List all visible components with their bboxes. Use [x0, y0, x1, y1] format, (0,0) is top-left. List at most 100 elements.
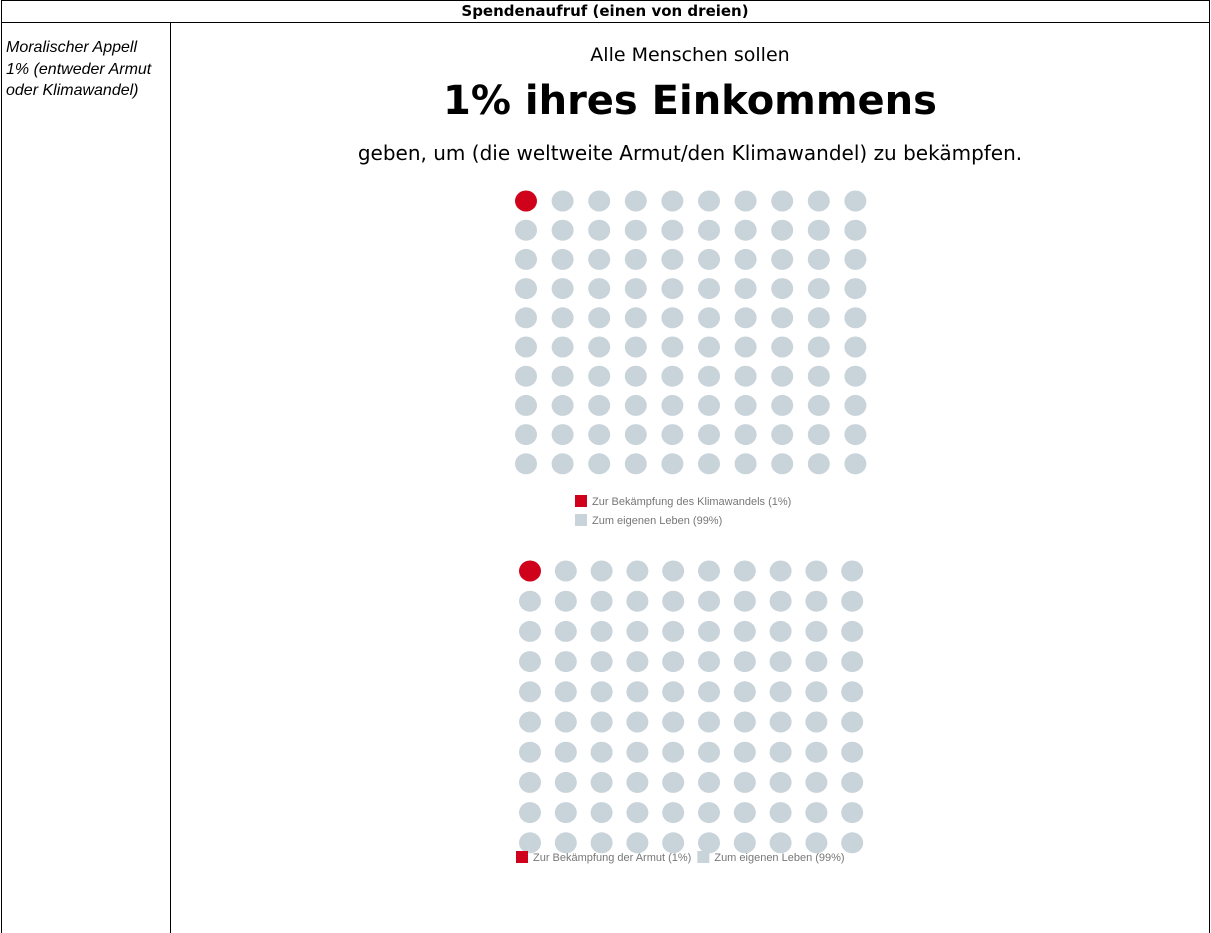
waffle-dot [841, 711, 864, 733]
waffle-dot [841, 651, 864, 673]
table-border [1, 0, 2, 933]
legend-swatch [575, 495, 587, 507]
waffle-dot [841, 741, 864, 763]
waffle-dot [590, 681, 613, 703]
waffle-dot [805, 560, 828, 582]
waffle-dot [698, 336, 720, 358]
waffle-dot [771, 365, 794, 387]
waffle-dot [551, 365, 574, 387]
waffle-dot [769, 620, 792, 642]
waffle-dot [807, 336, 830, 358]
waffle-dot [805, 802, 828, 824]
waffle-dot [662, 802, 685, 824]
waffle-dot [805, 620, 828, 642]
waffle-dot [554, 771, 577, 793]
waffle-dot [554, 741, 577, 763]
waffle-dot [662, 711, 685, 733]
waffle-dot [588, 453, 611, 475]
waffle-dot [662, 741, 685, 763]
waffle-dot [734, 248, 757, 270]
waffle-dot [590, 741, 613, 763]
legend-label: Zur Bekämpfung der Armut (1%) [533, 852, 691, 864]
waffle-dot [554, 681, 577, 703]
waffle-dot [519, 590, 541, 612]
waffle-dot [662, 620, 685, 642]
waffle-dot [844, 219, 867, 241]
waffle-dot [698, 681, 720, 703]
waffle-dot [841, 560, 864, 582]
waffle-dot [733, 590, 756, 612]
waffle-dot [661, 219, 684, 241]
legend-label: Zum eigenen Leben (99%) [714, 852, 844, 864]
waffle-dot [551, 453, 574, 475]
waffle-dot [841, 620, 864, 642]
waffle-dot [698, 190, 720, 212]
waffle-dot [662, 771, 685, 793]
waffle-dot [588, 336, 611, 358]
waffle-dot [590, 832, 613, 854]
waffle-dot [519, 802, 541, 824]
waffle-dot [624, 307, 647, 329]
waffle-dot [519, 681, 541, 703]
waffle-dot [624, 394, 647, 416]
legend-label: Zum eigenen Leben (99%) [592, 515, 722, 527]
waffle-dot [624, 190, 647, 212]
waffle-dot [734, 453, 757, 475]
waffle-dot [519, 832, 541, 854]
waffle-dot [588, 365, 611, 387]
waffle-dot [626, 590, 649, 612]
waffle-dot [626, 681, 649, 703]
waffle-dot [662, 832, 685, 854]
waffle-dot [807, 365, 830, 387]
waffle-dot [698, 590, 720, 612]
waffle-dot [733, 560, 756, 582]
waffle-dot [844, 453, 867, 475]
waffle-dot [626, 771, 649, 793]
waffle-dot [733, 741, 756, 763]
waffle-dot [515, 394, 537, 416]
waffle-dot [519, 771, 541, 793]
waffle-dot [807, 190, 830, 212]
waffle-dot [626, 802, 649, 824]
intro-text: Alle Menschen sollen [590, 44, 790, 66]
waffle-dot [698, 394, 720, 416]
waffle-dot [807, 394, 830, 416]
waffle-dot [588, 219, 611, 241]
waffle-dot [698, 453, 720, 475]
waffle-dot [624, 248, 647, 270]
waffle-dot [771, 424, 794, 446]
legend-swatch [516, 851, 528, 863]
waffle-dot [771, 394, 794, 416]
waffle-dot [805, 651, 828, 673]
waffle-dot [807, 278, 830, 300]
headline: 1% ihres Einkommens [443, 78, 937, 124]
waffle-dot [554, 711, 577, 733]
waffle-dot [771, 248, 794, 270]
waffle-dot [805, 681, 828, 703]
waffle-dot [626, 620, 649, 642]
waffle-dot [554, 620, 577, 642]
waffle-dot [554, 590, 577, 612]
waffle-dot [698, 424, 720, 446]
waffle-dot [590, 651, 613, 673]
waffle-dot [844, 190, 867, 212]
waffle-dot [626, 741, 649, 763]
waffle-dot [769, 832, 792, 854]
waffle-dot [698, 832, 720, 854]
waffle-dot [841, 590, 864, 612]
waffle-dot [805, 771, 828, 793]
waffle-dot [769, 771, 792, 793]
waffle-dot [515, 365, 537, 387]
waffle-dot [626, 651, 649, 673]
waffle-dot [769, 681, 792, 703]
waffle-dot [769, 711, 792, 733]
waffle-dot [844, 278, 867, 300]
waffle-dot [661, 278, 684, 300]
waffle-dot [734, 278, 757, 300]
waffle-dot [661, 394, 684, 416]
waffle-dot [734, 336, 757, 358]
waffle-dot [551, 190, 574, 212]
waffle-dot [805, 711, 828, 733]
waffle-dot [626, 832, 649, 854]
